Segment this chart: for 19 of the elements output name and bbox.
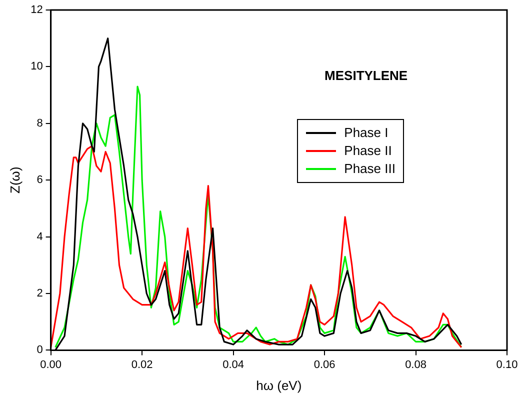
y-tick-label: 2 [36,288,43,300]
y-tick-label: 6 [36,174,43,186]
y-tick-label: 4 [36,230,43,243]
x-tick-label: 0.08 [405,358,426,371]
y-axis-title: Z(ω) [7,166,22,194]
x-tick-label: 0.00 [40,358,62,371]
x-tick-label: 0.10 [496,358,518,371]
legend-label: Phase I [343,124,390,142]
legend-label: Phase III [343,160,396,178]
x-tick-label: 0.06 [314,358,336,371]
y-tick-label: 8 [36,117,43,130]
y-tick-label: 0 [36,344,43,356]
legend-label: Phase II [343,142,393,160]
x-axis-title: hω (eV) [256,378,302,393]
x-tick-label: 0.02 [131,358,153,371]
x-tick-label: 0.04 [222,358,244,371]
annotation: MESITYLENE [324,68,408,83]
y-tick-label: 12 [30,4,43,16]
y-tick-label: 10 [30,60,43,73]
